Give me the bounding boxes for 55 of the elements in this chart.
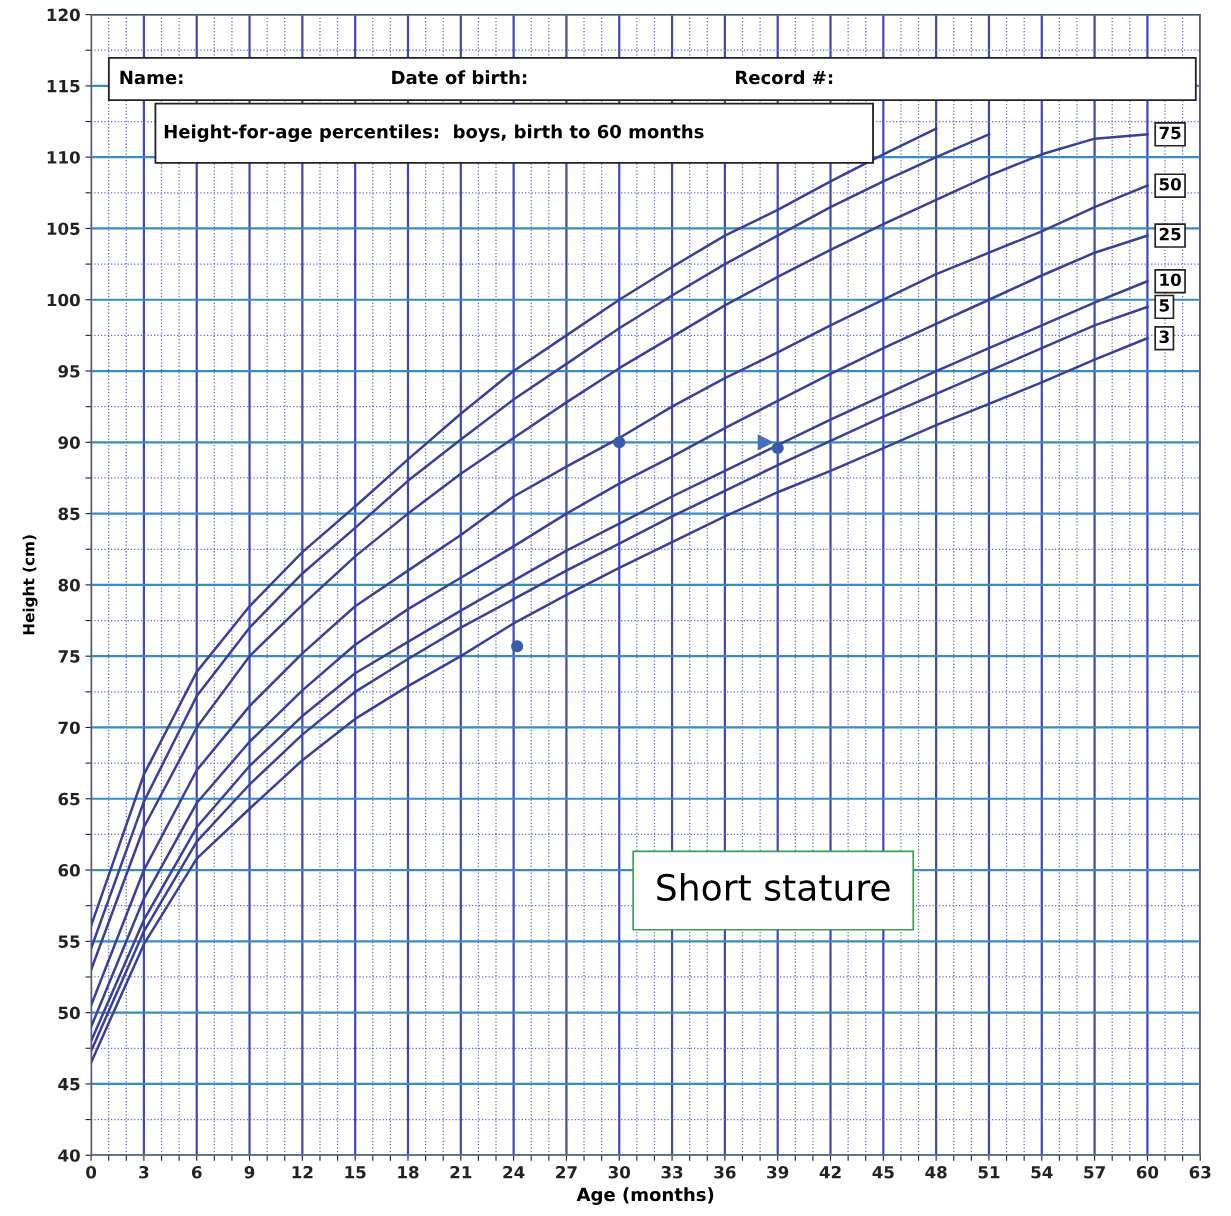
y-tick-label: 115 (47, 80, 80, 93)
x-tick-label: 57 (1084, 1166, 1105, 1179)
x-tick-label: 48 (925, 1165, 947, 1179)
x-tick-label: 18 (398, 1165, 419, 1179)
y-tick-label: 85 (58, 507, 80, 521)
point (613, 436, 626, 449)
annotation: Record #: (736, 70, 833, 85)
y-tick-label: 70 (58, 721, 80, 735)
y-tick-label: 55 (58, 935, 80, 948)
y-tick-label: 75 (58, 650, 80, 663)
x-tick-label: 33 (661, 1165, 683, 1179)
x-tick-label: 39 (767, 1165, 789, 1179)
x-tick-label: 36 (714, 1165, 736, 1179)
point (511, 640, 524, 653)
y-tick-label: 95 (58, 365, 80, 378)
annotation: Short stature (657, 873, 890, 902)
point (771, 441, 784, 455)
x-tick-label: 24 (503, 1165, 525, 1179)
x-tick-label: 0 (86, 1165, 97, 1179)
annotation: Date of birth: (392, 70, 527, 85)
series-label: 25 (1159, 227, 1181, 241)
series-label: 3 (1159, 330, 1169, 344)
series-label: 50 (1159, 177, 1181, 191)
x-tick-label: 3 (139, 1165, 149, 1179)
x-axis-title: Age (months) (576, 1187, 714, 1205)
x-tick-label: 30 (608, 1165, 631, 1179)
x-tick-label: 21 (450, 1165, 472, 1179)
y-tick-label: 90 (58, 436, 80, 449)
y-tick-label: 80 (58, 578, 80, 592)
annotation: Name: (120, 70, 183, 85)
x-tick-label: 15 (345, 1166, 366, 1179)
x-tick-label: 27 (556, 1165, 577, 1179)
x-tick-label: 12 (292, 1165, 313, 1179)
x-tick-label: 63 (1189, 1165, 1211, 1179)
y-tick-label: 100 (47, 293, 80, 307)
x-tick-label: 54 (1031, 1166, 1053, 1179)
y-axis-title: Height (cm) (22, 535, 38, 635)
y-tick-label: 120 (47, 8, 80, 22)
text: Height-for-age percentiles: boys, birth to 60 months (164, 124, 704, 143)
y-tick-label: 45 (58, 1078, 80, 1091)
y-tick-label: 60 (58, 864, 80, 877)
y-tick-label: 40 (58, 1149, 80, 1162)
y-tick-label: 65 (58, 792, 80, 806)
x-tick-label: 60 (1136, 1165, 1159, 1179)
y-tick-label: 50 (58, 1006, 80, 1020)
y-tick-label: 110 (47, 151, 80, 164)
x-tick-label: 45 (872, 1166, 894, 1179)
y-tick-label: 105 (47, 222, 80, 236)
x-tick-label: 6 (191, 1165, 202, 1179)
x-tick-label: 51 (978, 1166, 1000, 1179)
x-tick-label: 9 (244, 1165, 255, 1179)
series-label: 10 (1160, 273, 1181, 287)
x-tick-label: 42 (819, 1165, 841, 1179)
series-label: 75 (1159, 126, 1181, 140)
series-label: 5 (1159, 299, 1169, 312)
